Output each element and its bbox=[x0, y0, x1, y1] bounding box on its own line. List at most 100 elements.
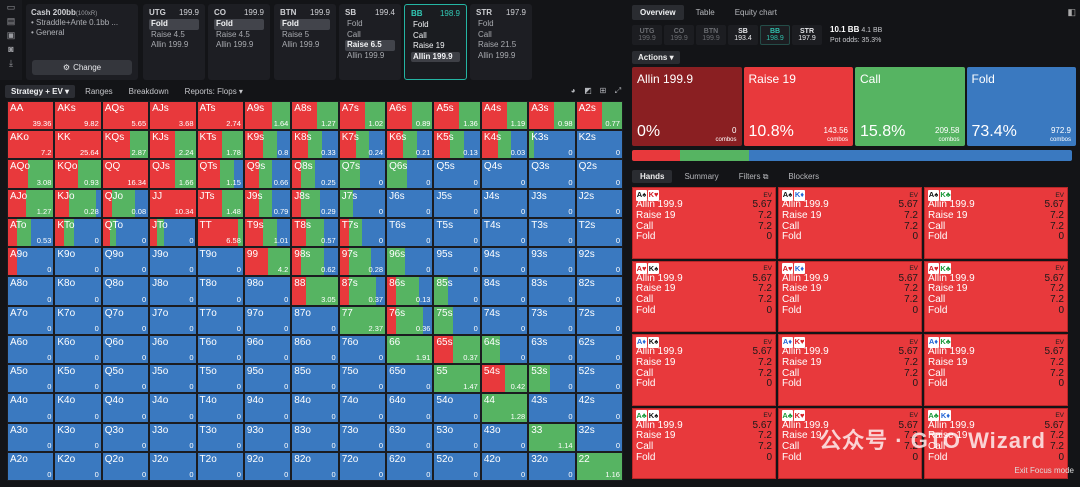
hand-cell[interactable]: QTs 1.15 bbox=[196, 159, 244, 189]
hand-cell[interactable]: T9s 1.01 bbox=[243, 217, 292, 248]
hand-cell[interactable]: 32o 0 bbox=[528, 451, 576, 481]
hand-cell[interactable]: T6o 0 bbox=[196, 334, 244, 365]
hand-cell[interactable]: 64s 0 bbox=[480, 334, 529, 365]
hand-cell[interactable]: J3o 0 bbox=[149, 422, 197, 452]
hand-cell[interactable]: QJo 0.08 bbox=[101, 188, 150, 218]
action-option[interactable]: Fold bbox=[347, 19, 363, 28]
hand-combo-card[interactable]: A ♠ K ♥ EV Allin 199.9 5.67 Raise 19 7.2 Call 7.2 F… bbox=[632, 187, 776, 259]
hand-cell[interactable]: 85o 0 bbox=[291, 364, 339, 394]
hand-cell[interactable]: JTo 0 bbox=[149, 217, 197, 248]
hand-cell[interactable]: 92s 0 bbox=[575, 247, 623, 277]
hand-cell[interactable]: J4o 0 bbox=[149, 393, 197, 423]
hand-cell[interactable]: T9o 0 bbox=[196, 247, 244, 277]
pos-button-co[interactable]: CO 199.9 bbox=[664, 25, 694, 45]
hand-cell[interactable]: J2o 0 bbox=[149, 451, 197, 481]
export-icon[interactable]: ⤓ bbox=[9, 57, 13, 68]
hand-cell[interactable]: A7o 0 bbox=[7, 305, 55, 335]
hand-cell[interactable]: J3s 0 bbox=[528, 188, 576, 218]
hand-cell[interactable]: J5s 0 bbox=[433, 188, 481, 218]
hand-combo-card[interactable]: A ♣ K ♥ EV Allin 199.9 5.67 Raise 19 7.2 Call 7.2 F… bbox=[778, 407, 922, 479]
action-option[interactable]: Allin 199.9 bbox=[216, 40, 254, 49]
strategy-ev-dropdown[interactable]: Strategy + EV ▾ bbox=[5, 84, 76, 98]
hand-cell[interactable]: A5s 1.36 bbox=[433, 101, 481, 131]
hand-cell[interactable]: T8o 0 bbox=[196, 276, 244, 306]
hand-cell[interactable]: KTo 0 bbox=[54, 217, 102, 248]
hand-cell[interactable]: AJs 3.68 bbox=[149, 101, 197, 131]
action-option[interactable]: Raise 4.5 bbox=[151, 29, 185, 39]
hand-cell[interactable]: J4s 0 bbox=[480, 188, 529, 218]
hand-cell[interactable]: AA 39.36 bbox=[7, 101, 55, 131]
hand-combo-card[interactable]: A ♦ K ♠ EV Allin 199.9 5.67 Raise 19 7.2 Call 7.2 F… bbox=[632, 334, 776, 406]
hand-cell[interactable]: J7o 0 bbox=[149, 305, 197, 335]
hand-cell[interactable]: 76o 0 bbox=[338, 334, 387, 365]
hand-cell[interactable]: K5s 0.13 bbox=[433, 130, 481, 160]
hand-cell[interactable]: T2o 0 bbox=[196, 451, 244, 481]
hand-cell[interactable]: 96o 0 bbox=[243, 334, 292, 365]
hand-cell[interactable]: 83s 0 bbox=[528, 276, 576, 306]
action-option[interactable]: Raise 19 bbox=[413, 41, 445, 50]
hand-cell[interactable]: 95o 0 bbox=[243, 364, 292, 394]
hand-cell[interactable]: A7s 1.02 bbox=[338, 101, 387, 131]
palette-icon[interactable]: ◕ bbox=[570, 86, 576, 95]
hand-cell[interactable]: A3o 0 bbox=[7, 422, 55, 452]
hand-cell[interactable]: 54o 0 bbox=[433, 393, 481, 423]
hand-cell[interactable]: 64o 0 bbox=[386, 393, 434, 423]
tab-ranges[interactable]: Ranges bbox=[85, 86, 113, 96]
hand-cell[interactable]: Q3s 0 bbox=[528, 159, 576, 189]
action-option[interactable]: Raise 6.5 bbox=[345, 40, 395, 51]
hand-cell[interactable]: J7s 0 bbox=[338, 188, 387, 218]
hand-cell[interactable]: AJo 1.27 bbox=[7, 188, 55, 218]
expand-icon[interactable]: ⤢ bbox=[614, 86, 622, 95]
hand-cell[interactable]: K8s 0.33 bbox=[291, 130, 339, 160]
action-option[interactable]: Fold bbox=[280, 19, 330, 30]
folder-icon[interactable]: ▤ bbox=[6, 15, 16, 26]
hand-combo-card[interactable]: A ♠ K ♣ EV Allin 199.9 5.67 Raise 19 7.2 Call 7.2 F… bbox=[924, 187, 1068, 259]
hand-cell[interactable]: 42s 0 bbox=[575, 393, 623, 423]
hand-cell[interactable]: Q7s 0 bbox=[338, 159, 387, 189]
hand-cell[interactable]: A8s 1.27 bbox=[291, 101, 339, 131]
tab-equity-chart[interactable]: Equity chart bbox=[734, 8, 777, 17]
hand-cell[interactable]: 94o 0 bbox=[243, 393, 292, 423]
action-option[interactable]: Call bbox=[478, 29, 492, 39]
action-option[interactable]: Fold bbox=[214, 19, 264, 30]
hand-cell[interactable]: 42o 0 bbox=[480, 451, 529, 481]
hand-cell[interactable]: 87s 0.37 bbox=[338, 276, 387, 306]
hand-cell[interactable]: T7s 0 bbox=[338, 217, 387, 248]
hand-cell[interactable]: 94s 0 bbox=[480, 247, 529, 277]
hand-cell[interactable]: 72o 0 bbox=[338, 451, 387, 481]
hand-cell[interactable]: A6o 0 bbox=[7, 334, 55, 365]
action-option[interactable]: Fold bbox=[478, 19, 494, 28]
hand-cell[interactable]: Q5o 0 bbox=[101, 364, 150, 394]
hand-cell[interactable]: T8s 0.57 bbox=[291, 217, 339, 248]
pos-button-str[interactable]: STR 197.9 bbox=[792, 25, 822, 45]
hand-cell[interactable]: 22 1.16 bbox=[575, 451, 623, 481]
hand-cell[interactable]: 93o 0 bbox=[243, 422, 292, 452]
hand-cell[interactable]: K2o 0 bbox=[54, 451, 102, 481]
hand-cell[interactable]: T2s 0 bbox=[575, 217, 623, 248]
action-option[interactable]: Raise 4.5 bbox=[216, 29, 250, 39]
hand-cell[interactable]: 98s 0.62 bbox=[291, 247, 339, 277]
hand-cell[interactable]: 86s 0.13 bbox=[386, 276, 434, 306]
hand-cell[interactable]: Q9s 0.66 bbox=[243, 159, 292, 189]
hand-cell[interactable]: 75s 0 bbox=[433, 305, 481, 335]
hand-cell[interactable]: QQ 16.34 bbox=[101, 159, 150, 189]
hand-cell[interactable]: 62s 0 bbox=[575, 334, 623, 365]
hand-cell[interactable]: Q8s 0.25 bbox=[291, 159, 339, 189]
hand-cell[interactable]: AKs 9.82 bbox=[54, 101, 102, 131]
hand-cell[interactable]: AQo 3.08 bbox=[7, 159, 55, 189]
hand-cell[interactable]: 82o 0 bbox=[291, 451, 339, 481]
hand-cell[interactable]: T3o 0 bbox=[196, 422, 244, 452]
action-box-call[interactable]: Call 15.8% 209.58 combos bbox=[855, 67, 965, 146]
hand-cell[interactable]: J6s 0 bbox=[386, 188, 434, 218]
hand-cell[interactable]: JJ 10.34 bbox=[149, 188, 197, 218]
hand-cell[interactable]: KJo 0.28 bbox=[54, 188, 102, 218]
hand-cell[interactable]: A4o 0 bbox=[7, 393, 55, 423]
car-icon[interactable]: ◙ bbox=[8, 44, 14, 54]
hand-cell[interactable]: A5o 0 bbox=[7, 364, 55, 394]
hand-combo-card[interactable]: A ♦ K ♣ EV Allin 199.9 5.67 Raise 19 7.2 Call 7.2 F… bbox=[924, 334, 1068, 406]
hand-cell[interactable]: 97o 0 bbox=[243, 305, 292, 335]
hand-cell[interactable]: Q6o 0 bbox=[101, 334, 150, 365]
tab-overview[interactable]: Overview bbox=[632, 5, 684, 20]
hand-cell[interactable]: 74s 0 bbox=[480, 305, 529, 335]
hand-cell[interactable]: A9o 0 bbox=[7, 247, 55, 277]
